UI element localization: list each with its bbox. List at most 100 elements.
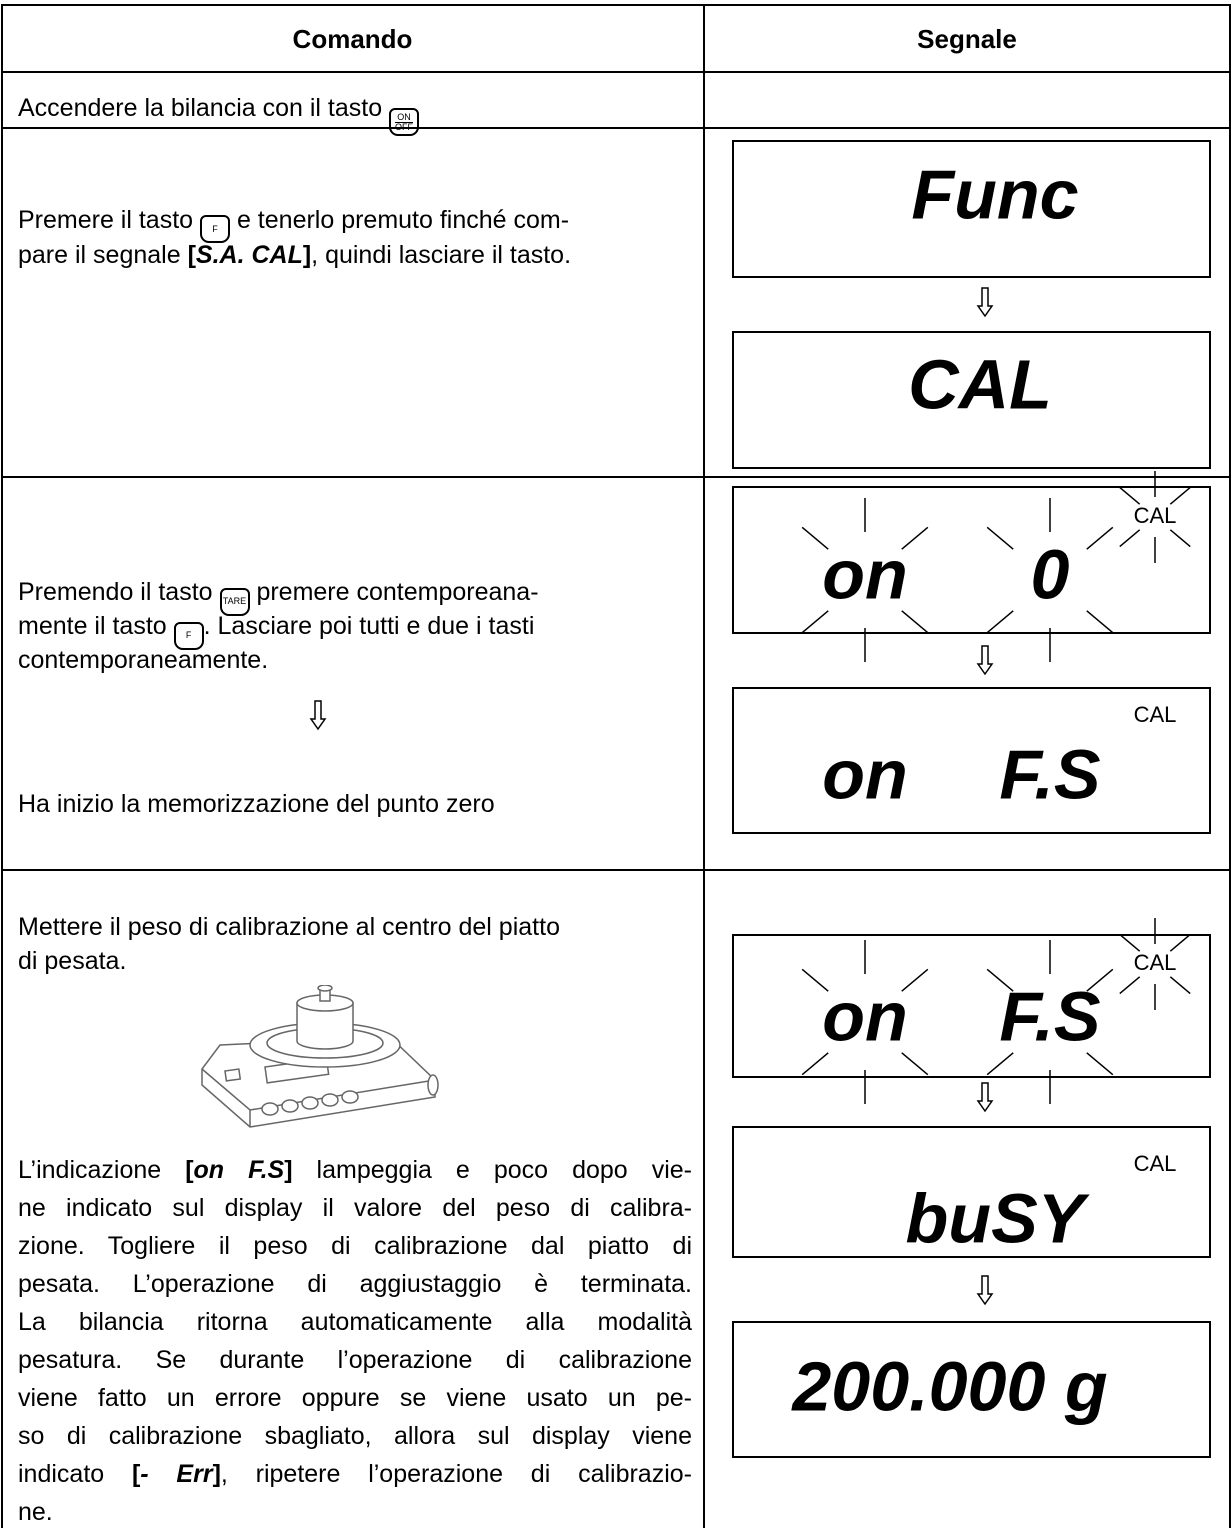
text-line: contemporaneamente.	[18, 643, 692, 677]
display-text: on	[822, 535, 908, 613]
balance-illustration	[201, 985, 439, 1128]
text-run: Premere il tasto	[18, 205, 201, 234]
text-line: Ha inizio la memorizzazione del punto ze…	[18, 787, 692, 821]
text-line: viene fatto un errore oppure se viene us…	[18, 1379, 692, 1417]
blink-ray	[986, 1052, 1014, 1076]
table-border	[1, 4, 1231, 6]
key-label: F	[212, 223, 218, 234]
display-box	[732, 934, 1211, 1078]
blink-ray	[1086, 968, 1114, 992]
blink-ray	[901, 526, 929, 550]
blink-ray	[901, 610, 929, 634]
blink-ray	[1119, 529, 1141, 548]
table-border	[1, 71, 1231, 73]
text-line: Mettere il peso di calibrazione al centr…	[18, 910, 692, 944]
text-run: Accendere la bilancia con il tasto	[18, 93, 390, 122]
text-line: ne indicato sul display il valore del pe…	[18, 1189, 692, 1227]
down-arrow	[309, 700, 327, 731]
blink-ray	[1086, 1052, 1114, 1076]
display-box	[732, 140, 1211, 278]
text-run: [	[187, 240, 196, 269]
key-label: TARE	[222, 596, 247, 606]
blink-ray	[901, 1052, 929, 1076]
table-border	[703, 4, 705, 1528]
text-line: Accendere la bilancia con il tasto ON OFF	[18, 91, 692, 136]
blink-ray	[1119, 976, 1141, 995]
text-run: L’indicazione	[18, 1156, 186, 1184]
display-text: 200.000 g	[790, 1347, 1107, 1425]
blink-ray	[801, 526, 829, 550]
text-run: di pesata.	[18, 947, 127, 975]
text-run: Ha inizio la memorizzazione del punto ze…	[18, 790, 495, 818]
text-run: premere contemporeana-	[249, 578, 539, 606]
table-border	[1, 4, 3, 1528]
down-arrow	[976, 287, 994, 318]
key-icon: F	[173, 621, 204, 650]
display-text: on	[822, 735, 908, 813]
blink-ray	[801, 968, 829, 992]
text-run: . Lasciare poi tutti e due i tasti	[203, 612, 535, 640]
table-border	[1, 127, 1231, 129]
display-box	[732, 1126, 1211, 1258]
text-line: Premere il tasto F e tenerlo premuto fin…	[18, 203, 692, 243]
text-run: on F.S	[193, 1156, 285, 1184]
blink-ray	[1086, 610, 1114, 634]
text-run: pesata. L’operazione di aggiustaggio è t…	[18, 1270, 692, 1298]
text-line: La bilancia ritorna automaticamente alla…	[18, 1303, 692, 1341]
text-run: so di calibrazione sbagliato, allora sul…	[18, 1422, 692, 1450]
text-run: viene fatto un errore oppure se viene us…	[18, 1384, 692, 1412]
text-line: indicato [- Err], ripetere l’operazione …	[18, 1455, 692, 1493]
text-run: Mettere il peso di calibrazione al centr…	[18, 913, 560, 941]
text-run: S.A. CAL	[195, 240, 303, 269]
text-run: zione. Togliere il peso di calibrazione …	[18, 1232, 692, 1260]
text-line: zione. Togliere il peso di calibrazione …	[18, 1227, 692, 1265]
blink-ray	[901, 968, 929, 992]
text-run: contemporaneamente.	[18, 646, 269, 674]
text-run: [	[185, 1156, 194, 1184]
display-text: CAL	[908, 345, 1052, 423]
text-line: L’indicazione [on F.S] lampeggia e poco …	[18, 1151, 692, 1189]
column-header: Comando	[292, 24, 413, 54]
text-line: Premendo il tasto TARE premere contempor…	[18, 575, 692, 616]
text-run: ]	[212, 1460, 221, 1488]
display-box	[732, 486, 1211, 634]
key-label: OFF	[395, 121, 414, 132]
text-run: Premendo il tasto	[18, 578, 220, 606]
text-run: ]	[284, 1156, 293, 1184]
display-text: 0	[1031, 535, 1070, 613]
blink-ray	[1169, 933, 1191, 952]
text-run: pesatura. Se durante l’operazione di cal…	[18, 1346, 692, 1374]
display-text: F.S	[999, 735, 1100, 813]
blink-ray	[1119, 933, 1141, 952]
text-run: [	[131, 1460, 141, 1488]
display-text: Func	[911, 155, 1078, 233]
text-line: pare il segnale [S.A. CAL], quindi lasci…	[18, 238, 692, 273]
text-line: ne.	[18, 1493, 692, 1528]
blink-ray	[986, 610, 1014, 634]
key-label: ON	[397, 111, 411, 122]
text-run: e tenerlo premuto finché com-	[230, 205, 570, 234]
text-line: pesatura. Se durante l’operazione di cal…	[18, 1341, 692, 1379]
text-run: ne indicato sul display il valore del pe…	[18, 1194, 692, 1222]
blink-ray	[1169, 486, 1191, 505]
display-indicator: CAL	[1134, 503, 1177, 528]
table-border	[1, 869, 1231, 871]
blink-ray	[986, 526, 1014, 550]
text-run: - Err	[140, 1460, 213, 1488]
display-text: buSY	[906, 1179, 1090, 1257]
text-run: mente il tasto	[18, 612, 174, 640]
text-line: pesata. L’operazione di aggiustaggio è t…	[18, 1265, 692, 1303]
blink-ray	[1086, 526, 1114, 550]
text-run: lampeggia e poco dopo vie-	[292, 1156, 692, 1184]
blink-ray	[1169, 976, 1191, 995]
display-text: F.S	[999, 977, 1100, 1055]
column-header: Segnale	[917, 24, 1017, 54]
blink-ray	[801, 610, 829, 634]
text-run: , ripetere l’operazione di calibrazio-	[220, 1460, 692, 1488]
key-label: F	[185, 630, 192, 640]
display-indicator: CAL	[1134, 702, 1177, 727]
text-run: La bilancia ritorna automaticamente alla…	[18, 1308, 692, 1336]
down-arrow	[976, 1082, 994, 1113]
display-indicator: CAL	[1134, 1151, 1177, 1176]
